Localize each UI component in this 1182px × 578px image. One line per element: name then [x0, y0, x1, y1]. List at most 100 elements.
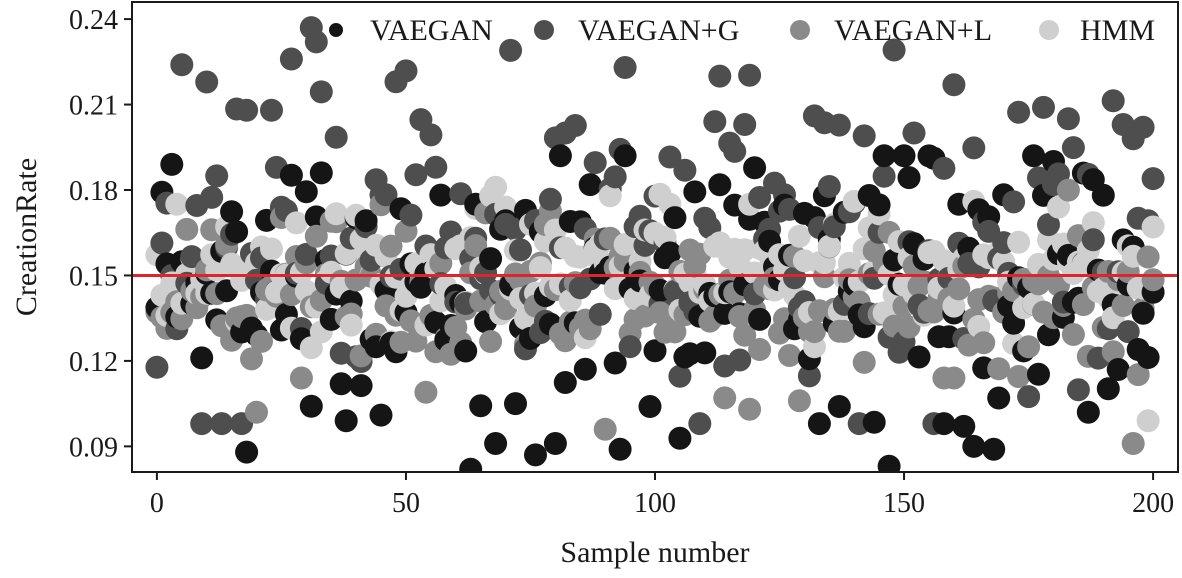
point-vaegan-plus-l — [1111, 294, 1135, 317]
point-vaegan — [479, 247, 503, 271]
point-vaegan-plus-g — [1061, 136, 1085, 160]
point-vaegan-plus-g — [668, 364, 692, 388]
point-vaegan-plus-g — [1056, 107, 1080, 131]
point-vaegan — [693, 341, 717, 365]
point-vaegan-plus-g — [404, 163, 428, 187]
point-vaegan-plus-g — [603, 165, 627, 189]
point-vaegan-plus-l — [713, 386, 737, 410]
point-vaegan-plus-l — [1061, 323, 1085, 346]
point-vaegan-plus-g — [1066, 378, 1090, 402]
point-vaegan-plus-g — [499, 38, 523, 62]
point-vaegan-plus-g — [424, 155, 448, 179]
point-vaegan-plus-l — [245, 400, 268, 424]
point-vaegan-plus-g — [618, 335, 642, 359]
point-vaegan — [827, 395, 851, 418]
legend-marker — [790, 20, 810, 40]
point-vaegan-plus-g — [170, 53, 194, 77]
point-vaegan-plus-g — [304, 30, 328, 54]
point-vaegan-plus-g — [1131, 115, 1155, 139]
point-hmm — [1081, 211, 1105, 235]
point-vaegan — [279, 163, 303, 187]
point-vaegan-plus-g — [1037, 213, 1060, 237]
point-vaegan-plus-l — [250, 329, 273, 353]
point-vaegan — [299, 394, 323, 418]
point-vaegan — [369, 403, 393, 427]
point-vaegan — [658, 241, 682, 265]
point-vaegan-plus-l — [240, 347, 263, 371]
point-vaegan — [892, 144, 916, 168]
point-vaegan — [504, 392, 527, 416]
point-vaegan-plus-l — [787, 389, 811, 413]
y-axis-title: CreationRate — [10, 158, 43, 316]
point-vaegan-plus-g — [190, 412, 214, 436]
point-vaegan-plus-g — [902, 121, 926, 145]
point-hmm — [1136, 409, 1160, 433]
point-vaegan-plus-g — [1116, 320, 1140, 344]
x-tick-label: 150 — [883, 488, 925, 519]
x-tick-label: 200 — [1132, 488, 1174, 519]
point-vaegan — [608, 437, 632, 461]
point-vaegan-plus-l — [1101, 340, 1125, 364]
point-vaegan-plus-g — [1101, 89, 1125, 113]
point-vaegan-plus-g — [1141, 167, 1165, 191]
legend-label: HMM — [1080, 14, 1155, 47]
point-vaegan-plus-l — [1126, 363, 1150, 387]
point-vaegan — [334, 409, 358, 433]
point-vaegan — [962, 434, 986, 458]
point-vaegan-plus-l — [738, 397, 762, 421]
point-vaegan-plus-g — [723, 139, 747, 163]
point-hmm — [613, 232, 637, 256]
point-vaegan-plus-l — [1136, 245, 1160, 269]
point-vaegan — [603, 351, 627, 375]
point-vaegan-plus-g — [738, 63, 762, 87]
point-vaegan — [708, 173, 732, 197]
point-vaegan — [877, 454, 901, 472]
x-tick-label: 0 — [150, 488, 164, 519]
point-vaegan-plus-g — [294, 242, 318, 266]
point-vaegan-plus-l — [802, 320, 826, 344]
point-vaegan-plus-g — [797, 364, 821, 388]
point-vaegan-plus-l — [972, 331, 996, 355]
point-vaegan — [1136, 346, 1160, 369]
y-tick-label: 0.24 — [69, 5, 118, 36]
point-vaegan — [748, 307, 772, 331]
point-vaegan-plus-g — [817, 175, 841, 198]
point-vaegan — [668, 426, 692, 450]
point-vaegan — [867, 193, 891, 217]
point-vaegan — [897, 166, 921, 190]
point-vaegan — [807, 412, 831, 436]
point-hmm — [837, 251, 861, 275]
legend-label: VAEGAN+L — [834, 14, 992, 47]
point-vaegan-plus-g — [205, 164, 229, 188]
legend-marker — [329, 23, 343, 37]
point-vaegan-plus-g — [673, 158, 697, 182]
point-hmm — [339, 313, 363, 337]
point-hmm — [1047, 195, 1070, 219]
data-points — [145, 16, 1165, 472]
point-vaegan-plus-g — [962, 136, 986, 160]
point-vaegan-plus-g — [235, 98, 259, 122]
y-tick-label: 0.12 — [69, 347, 118, 378]
point-vaegan-plus-l — [553, 329, 577, 353]
point-vaegan — [160, 152, 184, 176]
point-hmm — [528, 256, 552, 280]
point-vaegan — [294, 180, 318, 204]
point-vaegan-plus-g — [1007, 100, 1031, 124]
point-vaegan — [743, 156, 767, 180]
point-vaegan-plus-l — [1141, 268, 1165, 292]
point-vaegan-plus-l — [289, 366, 313, 390]
point-vaegan — [638, 395, 662, 418]
point-hmm — [284, 211, 308, 235]
point-vaegan-plus-g — [1017, 385, 1041, 409]
point-vaegan-plus-g — [309, 80, 333, 104]
point-vaegan-plus-l — [947, 277, 971, 301]
point-vaegan — [1131, 301, 1155, 325]
point-vaegan — [329, 372, 353, 396]
point-vaegan-plus-g — [1002, 190, 1026, 214]
point-vaegan-plus-g — [583, 151, 607, 175]
point-vaegan-plus-l — [593, 417, 617, 441]
point-hmm — [165, 192, 189, 216]
point-vaegan — [190, 346, 214, 370]
point-vaegan-plus-g — [150, 231, 174, 255]
